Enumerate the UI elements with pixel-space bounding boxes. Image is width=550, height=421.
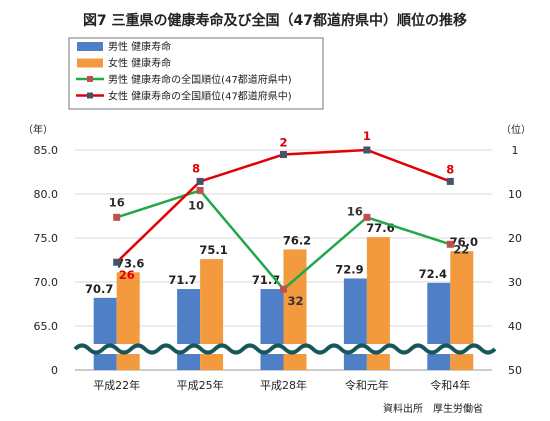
right-tick-label: 50 bbox=[508, 364, 522, 377]
legend-label: 男性 健康寿命の全国順位(47都道府県中) bbox=[108, 73, 292, 86]
x-tick-label: 平成22年 bbox=[93, 378, 140, 392]
female-bar bbox=[116, 272, 140, 370]
right-axis-ticks: 1 10 20 30 40 50 bbox=[508, 144, 522, 377]
rank-value-labels: 16 10 32 16 22 26 8 2 1 8 bbox=[109, 129, 470, 308]
female-rank-label: 26 bbox=[119, 268, 135, 282]
female-value-label: 75.1 bbox=[199, 243, 227, 257]
male-rank-label: 16 bbox=[347, 204, 363, 218]
bar-value-labels: 70.771.7 71.772.9 72.473.675.176.277.676.0 bbox=[85, 221, 478, 296]
left-tick-label: 70.0 bbox=[34, 276, 59, 289]
female-value-label: 77.6 bbox=[366, 221, 394, 235]
female-rank-marker bbox=[446, 177, 454, 185]
right-tick-label: 40 bbox=[508, 320, 522, 333]
male-rank-marker bbox=[113, 213, 121, 221]
female-rank-label: 8 bbox=[192, 161, 200, 175]
left-tick-label: 85.0 bbox=[34, 144, 59, 157]
male-rank-label: 16 bbox=[109, 195, 125, 209]
female-value-label: 76.0 bbox=[450, 235, 478, 249]
male-bar bbox=[427, 282, 451, 370]
male-value-label: 72.9 bbox=[335, 262, 363, 276]
female-bar bbox=[450, 251, 474, 370]
source-note: 資料出所 厚生労働省 bbox=[383, 402, 483, 415]
female-rank-marker bbox=[280, 150, 287, 158]
male-rank-marker bbox=[363, 213, 371, 221]
legend-label: 女性 健康寿命 bbox=[108, 57, 171, 70]
legend-swatch bbox=[77, 42, 103, 51]
right-tick-label: 30 bbox=[508, 276, 522, 289]
right-axis-unit: （位） bbox=[501, 123, 531, 136]
female-value-label: 73.6 bbox=[116, 256, 144, 270]
male-rank-label: 22 bbox=[453, 242, 469, 256]
axis-break-wave bbox=[73, 343, 497, 355]
male-bar bbox=[260, 289, 284, 370]
female-rank-label: 2 bbox=[279, 135, 287, 149]
male-bar bbox=[177, 289, 201, 370]
male-rank-marker bbox=[196, 186, 204, 194]
male-bar bbox=[93, 297, 117, 370]
female-bar bbox=[283, 249, 307, 370]
chart-title: 図7 三重県の健康寿命及び全国（47都道府県中）順位の推移 bbox=[83, 12, 467, 29]
legend-swatch bbox=[77, 58, 103, 68]
male-rank-label: 32 bbox=[287, 294, 303, 308]
x-tick-label: 令和4年 bbox=[430, 378, 470, 392]
male-rank-marker bbox=[280, 285, 287, 293]
x-axis-ticks: 平成22年 平成25年 平成28年 令和元年 令和4年 bbox=[93, 378, 470, 392]
female-rank-label: 1 bbox=[363, 129, 371, 143]
axis-break bbox=[73, 343, 497, 355]
x-tick-label: 令和元年 bbox=[345, 378, 389, 392]
left-tick-label: 65.0 bbox=[34, 320, 59, 333]
legend-label: 女性 健康寿命の全国順位(47都道府県中) bbox=[108, 90, 292, 103]
male-rank-label: 10 bbox=[188, 198, 204, 212]
female-rank-marker bbox=[196, 177, 204, 185]
left-tick-label: 0 bbox=[51, 364, 58, 377]
female-rank-marker bbox=[363, 146, 371, 154]
right-tick-label: 1 bbox=[512, 144, 519, 157]
rank-lines bbox=[113, 146, 454, 293]
legend-marker bbox=[87, 76, 93, 82]
female-value-label: 76.2 bbox=[283, 233, 311, 247]
male-rank-marker bbox=[446, 240, 454, 248]
male-bar bbox=[343, 278, 367, 370]
male-value-label: 70.7 bbox=[85, 282, 113, 296]
x-tick-label: 平成25年 bbox=[177, 378, 224, 392]
right-tick-label: 10 bbox=[508, 188, 522, 201]
left-tick-label: 75.0 bbox=[34, 232, 59, 245]
legend-label: 男性 健康寿命 bbox=[108, 40, 171, 53]
left-axis-unit: （年） bbox=[23, 123, 53, 136]
female-bar bbox=[366, 237, 390, 370]
female-bar bbox=[200, 259, 224, 370]
left-tick-label: 80.0 bbox=[34, 188, 59, 201]
male-value-label: 71.7 bbox=[168, 273, 196, 287]
legend-marker bbox=[87, 92, 93, 99]
left-axis-ticks: 0 65.0 70.0 75.0 80.0 85.0 bbox=[34, 144, 59, 377]
male-value-label: 72.4 bbox=[419, 267, 447, 281]
female-rank-label: 8 bbox=[446, 162, 454, 176]
x-tick-label: 平成28年 bbox=[260, 378, 307, 392]
female-rank-marker bbox=[113, 258, 121, 266]
legend-box bbox=[68, 37, 324, 110]
right-tick-label: 20 bbox=[508, 232, 522, 245]
